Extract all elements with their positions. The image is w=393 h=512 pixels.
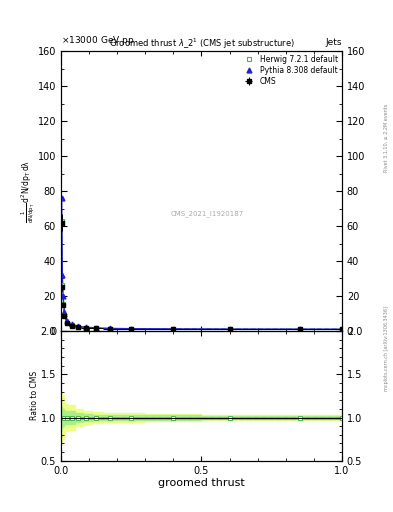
Herwig 7.2.1 default [62,312,67,318]
Line: Herwig 7.2.1 default: Herwig 7.2.1 default [59,218,344,332]
Herwig 7.2.1 default [84,325,88,331]
Pythia 8.308 default [61,293,65,299]
Herwig 7.2.1 default [64,319,69,326]
Herwig 7.2.1 default [129,326,134,332]
Text: Rivet 3.1.10, ≥ 2.2M events: Rivet 3.1.10, ≥ 2.2M events [384,104,389,173]
Herwig 7.2.1 default [59,218,64,224]
Herwig 7.2.1 default [108,326,112,332]
Pythia 8.308 default [60,272,65,278]
Herwig 7.2.1 default [94,325,98,331]
Pythia 8.308 default [227,326,232,332]
Pythia 8.308 default [62,309,67,315]
Herwig 7.2.1 default [70,322,75,328]
Text: $\times$13000 GeV pp: $\times$13000 GeV pp [61,34,134,47]
Legend: Herwig 7.2.1 default, Pythia 8.308 default, CMS: Herwig 7.2.1 default, Pythia 8.308 defau… [239,53,340,88]
Herwig 7.2.1 default [61,301,65,307]
Text: CMS_2021_I1920187: CMS_2021_I1920187 [171,210,244,217]
Pythia 8.308 default [298,326,302,332]
Herwig 7.2.1 default [60,283,65,289]
Pythia 8.308 default [340,326,344,332]
Pythia 8.308 default [64,318,69,325]
X-axis label: groomed thrust: groomed thrust [158,478,245,488]
Pythia 8.308 default [84,324,88,330]
Herwig 7.2.1 default [298,326,302,332]
Pythia 8.308 default [129,326,134,332]
Pythia 8.308 default [70,321,75,327]
Y-axis label: $\frac{1}{\rm{d}N/\rm{d}p_T}\,\rm{d}^2N/\rm{d}p_T\,\rm{d}\lambda$: $\frac{1}{\rm{d}N/\rm{d}p_T}\,\rm{d}^2N/… [19,160,36,223]
Line: Pythia 8.308 default: Pythia 8.308 default [59,196,344,332]
Pythia 8.308 default [75,323,80,329]
Pythia 8.308 default [94,325,98,331]
Pythia 8.308 default [171,326,176,332]
Herwig 7.2.1 default [227,326,232,332]
Herwig 7.2.1 default [171,326,176,332]
Herwig 7.2.1 default [340,326,344,332]
Pythia 8.308 default [108,326,112,332]
Text: mcplots.cern.ch [arXiv:1306.3436]: mcplots.cern.ch [arXiv:1306.3436] [384,306,389,391]
Title: Groomed thrust $\lambda$_2$^1$ (CMS jet substructure): Groomed thrust $\lambda$_2$^1$ (CMS jet … [108,37,294,51]
Y-axis label: Ratio to CMS: Ratio to CMS [30,371,39,420]
Pythia 8.308 default [59,195,64,201]
Text: Jets: Jets [325,38,342,47]
Herwig 7.2.1 default [75,324,80,330]
